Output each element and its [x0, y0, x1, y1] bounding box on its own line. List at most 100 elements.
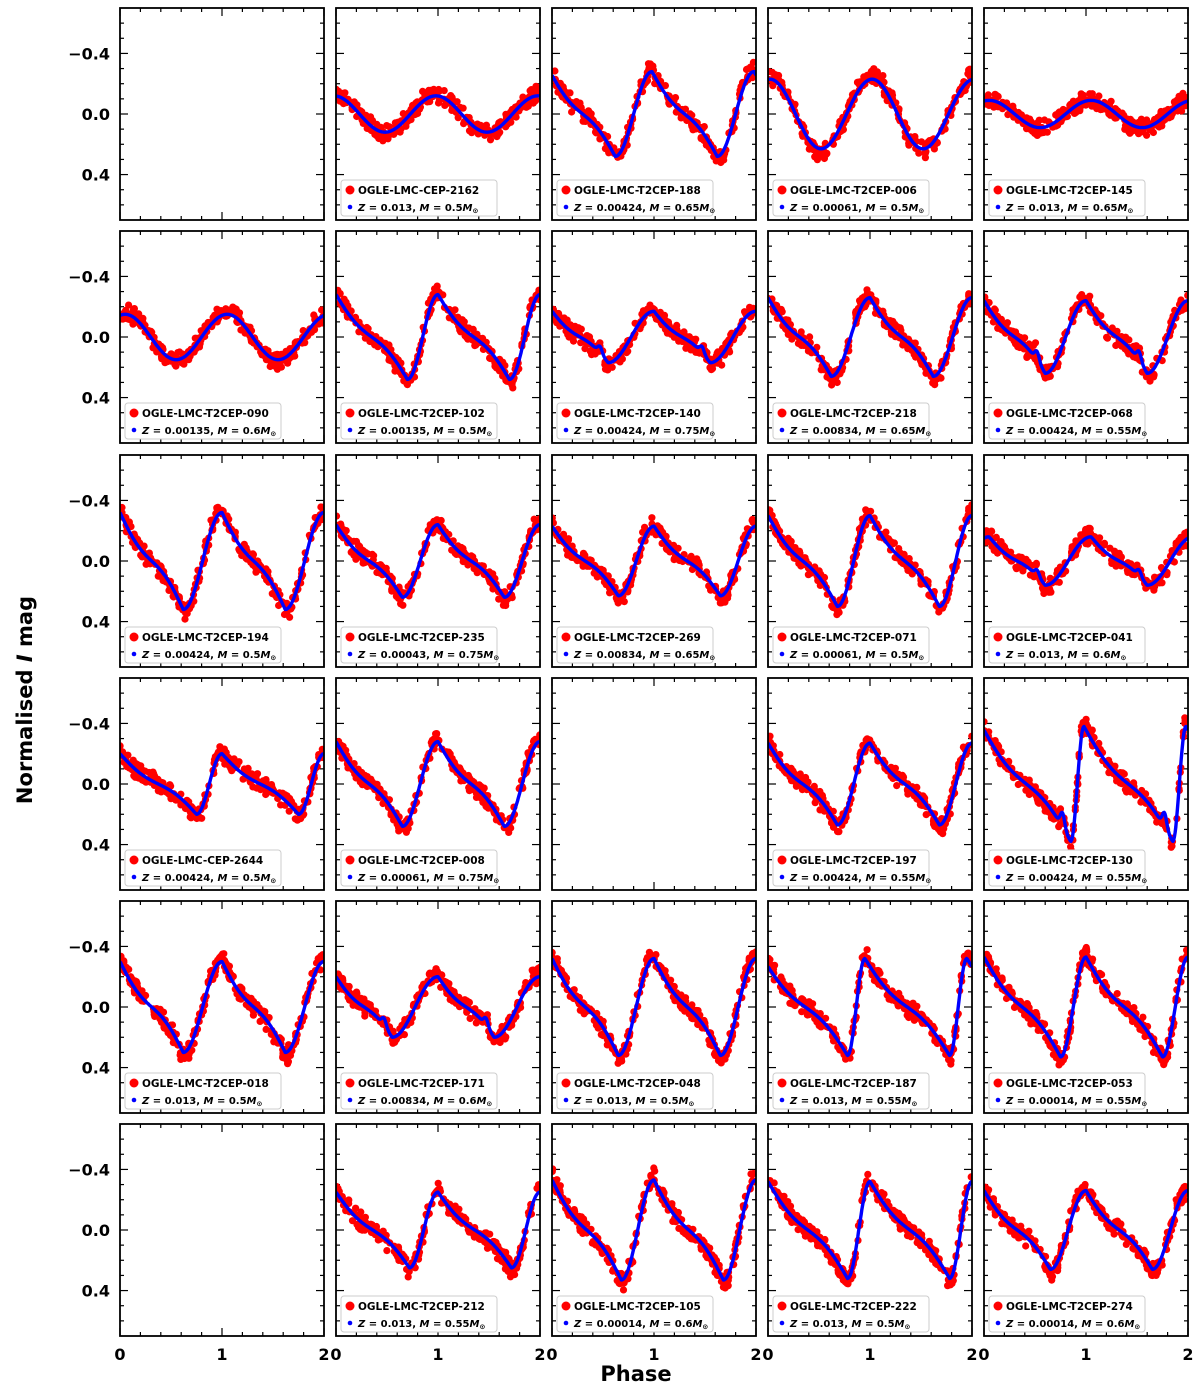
observed-point: [991, 737, 999, 745]
observed-point: [862, 507, 870, 515]
legend-box: [556, 626, 714, 664]
observed-point: [875, 72, 884, 80]
observed-point: [1025, 776, 1033, 784]
legend-observed-marker: [993, 855, 1003, 865]
legend-model-params: Z = 0.00424, M = 0.65M⊙: [573, 203, 715, 215]
y-tick-label: 0.0: [82, 998, 110, 1017]
panel-frame: [335, 7, 541, 221]
panel-frame: [551, 7, 757, 221]
observed-point: [1032, 561, 1040, 569]
observed-point: [813, 156, 822, 164]
observed-point: [125, 518, 133, 526]
observed-point: [967, 68, 972, 77]
panel-frame: [767, 454, 973, 668]
observed-point: [336, 512, 341, 520]
legend-observed-marker: [993, 408, 1003, 418]
observed-point: [370, 552, 378, 560]
observed-point: [120, 503, 126, 512]
observed-point: [453, 98, 461, 106]
observed-point: [385, 123, 394, 131]
observed-point: [131, 772, 139, 781]
y-tick-label: −0.4: [68, 937, 110, 956]
legend-model-params: Z = 0.00424, M = 0.75M⊙: [573, 426, 715, 438]
legend-star-name: OGLE-LMC-CEP-2162: [358, 185, 479, 197]
legend-box: [772, 849, 930, 887]
y-tick-label: 0.4: [82, 166, 110, 185]
legend-observed-marker: [777, 408, 787, 418]
observed-point: [238, 551, 246, 560]
legend-box: [772, 626, 930, 664]
observed-point: [1158, 122, 1166, 130]
observed-point: [145, 768, 153, 777]
observed-point: [368, 117, 377, 125]
observed-point: [429, 87, 437, 95]
observed-point: [1087, 90, 1096, 98]
y-tick-label: −0.4: [68, 491, 110, 510]
observed-point: [771, 71, 779, 79]
observed-point: [310, 326, 319, 334]
observed-point: [1116, 779, 1124, 787]
light-curve-panel: OGLE-LMC-T2CEP-188 Z = 0.00424, M = 0.65M…: [551, 7, 757, 221]
legend-model-params: Z = 0.00834, M = 0.65M⊙: [789, 426, 931, 438]
legend-box: [988, 179, 1146, 217]
observed-point: [1097, 106, 1105, 114]
observed-point: [806, 333, 814, 341]
observed-point: [317, 503, 324, 511]
observed-point: [1023, 125, 1031, 133]
panel-frame: [767, 7, 973, 221]
observed-point: [904, 566, 912, 575]
observed-point: [1012, 565, 1021, 573]
panel-grid: −0.4 0.0 0.4 OGLE-LMC-CEP-2162 Z = 0.013, M …: [68, 7, 1194, 1364]
observed-point: [604, 366, 612, 374]
legend-observed-marker: [345, 632, 355, 642]
observed-point: [172, 796, 180, 804]
observed-point: [921, 154, 930, 162]
observed-point: [828, 381, 836, 389]
legend-star-name: OGLE-LMC-T2CEP-068: [1006, 408, 1133, 420]
observed-point: [140, 542, 148, 550]
observed-point: [252, 568, 260, 576]
legend-star-name: OGLE-LMC-T2CEP-188: [574, 185, 701, 197]
legend-star-name: OGLE-LMC-T2CEP-145: [1006, 185, 1133, 197]
observed-point: [1046, 574, 1054, 582]
observed-point: [500, 600, 509, 608]
legend-model-marker: [995, 651, 1001, 657]
y-tick-label: 0.4: [82, 1059, 110, 1078]
observed-point: [829, 823, 838, 831]
observed-point: [1047, 588, 1055, 596]
observed-point: [697, 135, 705, 143]
observed-point: [1150, 586, 1158, 594]
observed-point: [253, 784, 261, 792]
legend-observed-marker: [777, 185, 787, 195]
legend-model-marker: [347, 427, 353, 433]
observed-point: [1184, 291, 1188, 299]
legend-model-params: Z = 0.00424, M = 0.5M⊙: [141, 650, 276, 662]
observed-point: [129, 318, 137, 326]
observed-point: [441, 101, 449, 109]
legend-model-params: Z = 0.013, M = 0.5M⊙: [357, 203, 478, 215]
observed-points: [336, 282, 540, 392]
legend-model-marker: [995, 204, 1001, 210]
observed-point: [124, 315, 132, 323]
observed-point: [560, 314, 568, 322]
observed-point: [893, 782, 901, 790]
observed-point: [419, 87, 427, 95]
legend-model-marker: [995, 874, 1001, 880]
observed-point: [1059, 105, 1067, 114]
legend-box: [340, 626, 498, 664]
observed-point: [319, 745, 324, 754]
y-tick-label: 0.4: [82, 836, 110, 855]
observed-point: [575, 325, 583, 333]
panel-frame: [983, 677, 1189, 891]
observed-points: [984, 524, 1188, 598]
legend-box: [340, 402, 498, 440]
panel-frame: [335, 677, 541, 891]
